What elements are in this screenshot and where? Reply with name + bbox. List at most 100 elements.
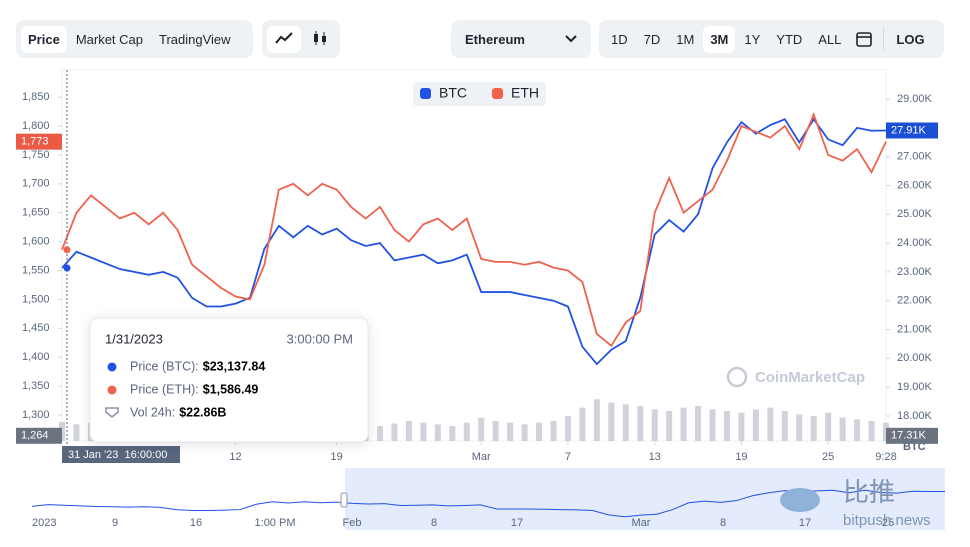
calendar-icon[interactable] — [849, 30, 879, 48]
volume-bar — [651, 409, 658, 441]
marker-label: 17.31K — [891, 430, 927, 442]
marker-bg — [16, 133, 62, 150]
crosshair-label: 31 Jan '23 16:00:00 — [68, 449, 167, 461]
volume-bar — [492, 421, 499, 441]
tab[interactable]: Market Cap — [75, 31, 144, 47]
crosshair-dot — [63, 246, 71, 254]
chevron — [565, 35, 577, 43]
brand: 比推 — [843, 477, 895, 507]
y-tick-label: 1,850 — [22, 91, 50, 103]
brand-bird — [780, 488, 820, 512]
y-tick-label: 1,550 — [22, 264, 50, 276]
tooltip-vol-icon — [105, 407, 119, 418]
volume-bar — [666, 411, 673, 441]
legend-label[interactable]: BTC — [439, 85, 467, 101]
y2-tick-label: 23.00K — [897, 266, 933, 278]
tab[interactable]: Price — [21, 25, 67, 53]
volume-bar — [579, 407, 586, 441]
volume-bar — [420, 422, 427, 441]
navigator-label: 1:00 PM — [255, 517, 296, 529]
volume-bar — [839, 417, 846, 441]
y2-tick-label: 22.00K — [897, 295, 933, 307]
navigator-label: 17 — [511, 517, 523, 529]
navigator-label: 8 — [431, 517, 437, 529]
volume-bar — [507, 422, 514, 441]
volume-bar — [449, 426, 456, 441]
navigator-label: 17 — [799, 517, 811, 529]
marker-bg — [16, 427, 62, 444]
volume-bar — [723, 411, 730, 441]
series-line — [61, 117, 887, 366]
y-tick-label: 1,650 — [22, 207, 50, 219]
navigator-label: 16 — [190, 517, 202, 529]
legend-swatch[interactable] — [492, 88, 503, 99]
tooltip-value: $1,586.49 — [203, 382, 259, 396]
x-tick-label: 7 — [565, 451, 571, 463]
volume-bar — [825, 412, 832, 441]
legend-swatch[interactable] — [420, 88, 431, 99]
y2-tick-label: 21.00K — [897, 323, 933, 335]
volume-bar — [478, 417, 485, 441]
range-button[interactable]: 1M — [676, 31, 695, 47]
volume-bar — [608, 402, 615, 441]
x-tick-label: 19 — [331, 451, 343, 463]
series-line — [61, 112, 887, 347]
marker-label: 1,264 — [21, 430, 49, 442]
volume-bar — [767, 407, 774, 441]
y-tick-label: 1,600 — [22, 236, 50, 248]
range-button[interactable]: 3M — [703, 25, 736, 53]
log-button[interactable]: LOG — [896, 31, 925, 47]
marker-label: 1,773 — [21, 136, 49, 148]
volume-bar — [564, 416, 571, 441]
volume-bar — [781, 411, 788, 441]
volume-bar — [680, 407, 687, 441]
volume-bar — [868, 421, 875, 441]
line-icon[interactable] — [267, 25, 301, 53]
tab[interactable]: TradingView — [159, 31, 231, 47]
y2-tick-label: 24.00K — [897, 237, 933, 249]
tab-group: Price Market Cap TradingView — [16, 20, 253, 58]
range-button[interactable]: 1Y — [744, 31, 761, 47]
watermark-logo — [726, 366, 748, 388]
y2-tick-label: 27.00K — [897, 151, 933, 163]
y2-tick-label: 29.00K — [897, 93, 933, 105]
y2-tick-label: 26.00K — [897, 179, 933, 191]
y-tick-label: 1,750 — [22, 149, 50, 161]
coin-name: Ethereum — [465, 31, 525, 47]
y-tick-label: 1,300 — [22, 409, 50, 421]
y-tick-label: 1,700 — [22, 178, 50, 190]
volume-bar — [709, 409, 716, 441]
x-tick-label: 25 — [822, 451, 834, 463]
volume-bar — [854, 419, 861, 441]
range-group: 1D 7D 1M 3M 1Y YTD ALL LOG — [599, 20, 944, 58]
y-tick-label: 1,400 — [22, 351, 50, 363]
volume-bar — [405, 421, 412, 441]
tooltip-time: 3:00:00 PM — [287, 331, 354, 346]
volume-bar — [377, 426, 384, 441]
legend-bg — [413, 82, 546, 106]
marker-bg — [886, 122, 938, 139]
tooltip-bg — [89, 317, 369, 443]
crosshair-dot — [63, 264, 71, 272]
y2-tick-label: 25.00K — [897, 208, 933, 220]
volume-bar — [796, 414, 803, 441]
coin-select[interactable]: Ethereum — [451, 20, 591, 58]
range-button[interactable]: YTD — [776, 31, 803, 47]
volume-bar — [391, 423, 398, 441]
tooltip-value: $22.86B — [179, 405, 226, 419]
range-button[interactable]: 1D — [611, 31, 628, 47]
marker-label: 27.91K — [891, 124, 927, 136]
legend-label[interactable]: ETH — [511, 85, 539, 101]
range-button[interactable]: ALL — [818, 31, 842, 47]
brand-url: bitpush.news — [843, 512, 931, 529]
x-tick-label: 13 — [649, 451, 661, 463]
navigator-handle[interactable] — [340, 492, 348, 508]
range-button[interactable]: 7D — [643, 31, 661, 47]
navigator-label: Feb — [343, 517, 362, 529]
candle-icon[interactable] — [303, 26, 337, 53]
volume-bar — [521, 424, 528, 441]
x-tick-label: 19 — [735, 451, 747, 463]
y2-tick-label: 18.00K — [897, 410, 933, 422]
